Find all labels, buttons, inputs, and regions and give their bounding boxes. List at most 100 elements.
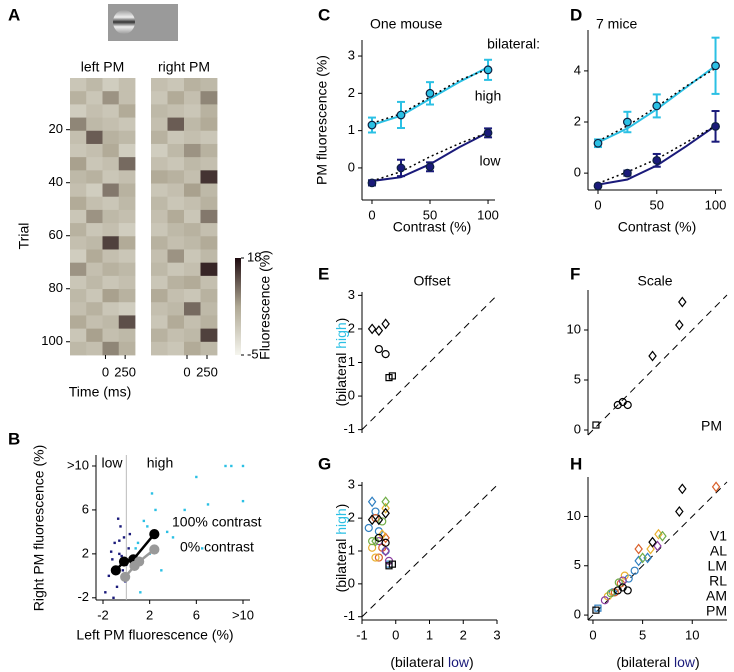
point: [711, 121, 720, 131]
x-tick-label: 0: [589, 627, 596, 642]
point: [593, 138, 603, 148]
y-tick-label: 20: [49, 121, 63, 136]
heatmap-cell: [167, 236, 185, 250]
point: [120, 571, 131, 583]
heatmap-cell: [102, 302, 120, 316]
x-tick-label: 1: [426, 627, 433, 642]
heatmap-cell: [86, 236, 103, 250]
heatmap-cell: [200, 236, 218, 250]
heatmap-cell: [70, 78, 87, 92]
heatmap-cell: [184, 157, 201, 171]
x-tick-label: 50: [423, 207, 437, 222]
heatmap-cell: [70, 315, 87, 330]
point: [171, 536, 175, 539]
heatmap-cell: [102, 91, 120, 105]
label-part: (bilateral: [390, 654, 448, 670]
heatmap-cell: [184, 302, 201, 316]
heatmap-cell: [118, 328, 136, 343]
heatmap-cell: [167, 196, 185, 211]
point: [120, 554, 123, 558]
y-tick-label: 3: [348, 47, 355, 62]
heatmap-cell: [102, 236, 120, 250]
heatmap-cell: [167, 328, 185, 343]
colorbar-tick-label: 18: [247, 249, 261, 264]
point: [623, 400, 632, 410]
legend-entry: AM: [706, 588, 727, 604]
x-tick-label: 6: [193, 607, 200, 622]
heatmap-cell: [70, 328, 87, 343]
y-tick-label: -1: [343, 421, 355, 436]
heatmap-cell: [184, 289, 201, 303]
point: [606, 589, 615, 598]
heatmap-cell: [86, 223, 103, 237]
heatmap-cell: [200, 78, 218, 92]
heatmap-cell: [102, 130, 120, 145]
point: [241, 464, 245, 468]
x-tick-label: -2: [97, 607, 109, 622]
point: [374, 553, 383, 562]
heatmap-cell: [118, 236, 136, 250]
annotation: bilateral:: [487, 36, 540, 52]
y-tick-label: 10: [567, 321, 581, 336]
heatmap-cell: [167, 341, 185, 356]
point: [653, 540, 662, 552]
label-part: low: [674, 654, 696, 670]
heatmap-cell: [167, 315, 185, 330]
y-axis-label: (bilateral high): [333, 504, 349, 593]
heatmap-cell: [118, 104, 136, 118]
point: [425, 162, 435, 172]
point: [622, 117, 632, 127]
heatmap-cell: [118, 196, 136, 211]
heatmap-cell: [86, 183, 103, 198]
heatmap-cell: [102, 170, 120, 184]
identity-line: [361, 484, 498, 618]
label-part: high: [333, 508, 349, 534]
heatmap-cell: [86, 275, 103, 290]
point: [113, 541, 116, 545]
y-tick-label: 1: [348, 354, 355, 369]
panel-label: F: [570, 264, 580, 283]
heatmap-cell: [118, 209, 136, 224]
heatmap-cell: [102, 328, 120, 343]
fit-line-dotted: [597, 67, 716, 142]
point: [374, 533, 383, 542]
y-tick-label: 2: [348, 85, 355, 100]
heatmap-cell: [167, 143, 185, 158]
panel-label: C: [318, 5, 330, 24]
fit-line: [371, 131, 489, 182]
heatmap-cell: [200, 143, 218, 158]
label-part: (bilateral: [333, 535, 349, 593]
heatmap-cell: [86, 209, 103, 224]
point: [364, 523, 373, 533]
panel-label: H: [570, 454, 582, 473]
heatmap-cell: [118, 223, 136, 237]
x-axis-label: Contrast (%): [618, 219, 697, 235]
point: [652, 155, 662, 165]
heatmap-cell: [70, 341, 87, 356]
heatmap-cell: [118, 249, 136, 264]
series-label: low: [101, 455, 123, 471]
heatmap-cell: [102, 183, 120, 198]
y-tick-label: 0: [348, 575, 355, 590]
heatmap-cell: [86, 104, 103, 118]
heatmap-cell: [70, 223, 87, 237]
y-tick-label: 4: [574, 62, 581, 77]
y-tick-label: 2: [348, 510, 355, 525]
heatmap-cell: [184, 223, 201, 237]
heatmap-cell: [70, 236, 87, 250]
heatmap-cell: [70, 196, 87, 211]
x-tick-label: 100: [705, 197, 727, 212]
point: [183, 508, 186, 512]
point: [648, 536, 657, 548]
panel-title: 7 mice: [596, 16, 637, 32]
point: [652, 101, 662, 111]
heatmap-cell: [86, 302, 103, 316]
y-axis-label: PM fluorescence (%): [314, 55, 330, 185]
point: [374, 325, 384, 337]
heatmap-cell: [151, 143, 168, 158]
stimulus-image: [108, 4, 178, 41]
point: [592, 421, 600, 429]
heatmap-cell: [167, 223, 185, 237]
label-part: ): [469, 654, 474, 670]
point: [388, 560, 396, 568]
